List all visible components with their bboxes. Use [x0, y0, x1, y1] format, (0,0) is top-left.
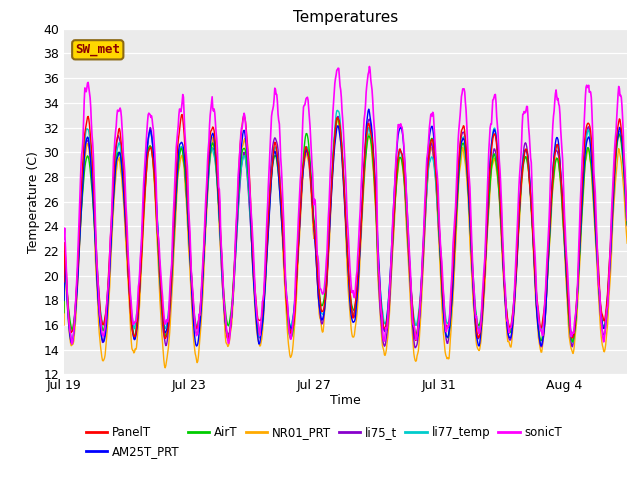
li77_temp	[380, 318, 388, 324]
Line: AirT: AirT	[64, 118, 627, 342]
Y-axis label: Temperature (C): Temperature (C)	[28, 151, 40, 252]
li75_t	[380, 342, 388, 348]
li77_temp	[193, 323, 200, 328]
X-axis label: Time: Time	[330, 394, 361, 407]
AM25T_PRT	[365, 106, 372, 112]
AM25T_PRT	[296, 225, 303, 231]
Line: AM25T_PRT: AM25T_PRT	[64, 109, 627, 346]
li77_temp	[516, 206, 524, 212]
AM25T_PRT	[516, 194, 524, 200]
li77_temp	[81, 148, 88, 154]
AM25T_PRT	[193, 343, 201, 348]
Title: Temperatures: Temperatures	[293, 10, 398, 25]
PanelT	[412, 337, 420, 343]
sonicT	[81, 85, 89, 91]
AirT	[265, 215, 273, 221]
sonicT	[60, 236, 68, 241]
li77_temp	[295, 226, 303, 232]
PanelT	[623, 209, 631, 215]
NR01_PRT	[381, 352, 388, 358]
li75_t	[60, 298, 68, 303]
AirT	[380, 326, 388, 332]
li75_t	[623, 223, 631, 228]
sonicT	[193, 331, 201, 337]
sonicT	[516, 165, 524, 170]
Line: li75_t: li75_t	[64, 116, 627, 348]
li75_t	[193, 326, 200, 332]
Line: PanelT: PanelT	[64, 115, 627, 340]
li75_t	[334, 113, 342, 119]
NR01_PRT	[623, 240, 631, 246]
li75_t	[295, 231, 303, 237]
AirT	[81, 171, 88, 177]
NR01_PRT	[333, 116, 341, 121]
sonicT	[68, 341, 76, 347]
NR01_PRT	[516, 206, 524, 212]
AirT	[623, 222, 631, 228]
Line: li77_temp: li77_temp	[64, 110, 627, 342]
Legend: PanelT, AM25T_PRT, AirT, NR01_PRT, li75_t, li77_temp, sonicT: PanelT, AM25T_PRT, AirT, NR01_PRT, li75_…	[81, 422, 567, 463]
li77_temp	[568, 339, 576, 345]
PanelT	[516, 195, 524, 201]
PanelT	[266, 195, 273, 201]
NR01_PRT	[266, 202, 273, 207]
NR01_PRT	[161, 365, 169, 371]
li77_temp	[333, 108, 341, 113]
AM25T_PRT	[381, 328, 388, 334]
Line: sonicT: sonicT	[64, 67, 627, 344]
AM25T_PRT	[266, 207, 273, 213]
li75_t	[516, 190, 524, 196]
PanelT	[193, 325, 201, 331]
NR01_PRT	[60, 322, 68, 328]
li75_t	[265, 201, 273, 206]
Line: NR01_PRT: NR01_PRT	[64, 119, 627, 368]
PanelT	[179, 112, 186, 118]
NR01_PRT	[193, 360, 201, 366]
sonicT	[623, 217, 631, 223]
AM25T_PRT	[60, 298, 68, 303]
sonicT	[365, 64, 373, 70]
li77_temp	[623, 216, 631, 222]
sonicT	[296, 191, 303, 196]
AirT	[568, 339, 576, 345]
Text: SW_met: SW_met	[76, 43, 120, 56]
sonicT	[381, 338, 388, 344]
AM25T_PRT	[81, 156, 88, 162]
NR01_PRT	[296, 233, 303, 239]
AirT	[60, 310, 68, 315]
li77_temp	[265, 209, 273, 215]
PanelT	[60, 279, 68, 285]
AM25T_PRT	[623, 214, 631, 220]
NR01_PRT	[81, 163, 88, 168]
PanelT	[81, 136, 88, 142]
AirT	[193, 331, 200, 336]
li77_temp	[60, 291, 68, 297]
AirT	[516, 209, 524, 215]
li75_t	[412, 345, 419, 351]
AM25T_PRT	[193, 343, 200, 349]
PanelT	[380, 324, 388, 330]
li75_t	[81, 154, 88, 159]
sonicT	[266, 158, 273, 164]
PanelT	[296, 221, 303, 227]
AirT	[333, 115, 341, 121]
AirT	[295, 230, 303, 236]
